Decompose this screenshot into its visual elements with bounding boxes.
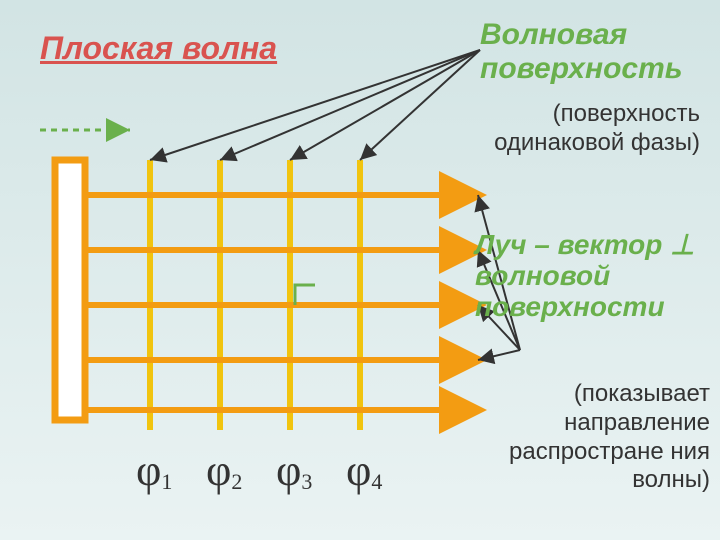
phi-label: φ3 (276, 445, 312, 496)
wave-surface-subtext: (поверхность одинаковой фазы) (480, 100, 700, 158)
phi-label: φ1 (136, 445, 172, 496)
page-title: Плоская волна (40, 30, 277, 67)
ray-heading: Луч – вектор ⊥ волновой поверхности (475, 230, 715, 322)
phi-label: φ2 (206, 445, 242, 496)
ray-subtext: (показывает направление распростране ния… (490, 380, 710, 495)
wave-surface-heading: Волновая поверхность (480, 18, 710, 86)
phi-label: φ4 (346, 445, 382, 496)
